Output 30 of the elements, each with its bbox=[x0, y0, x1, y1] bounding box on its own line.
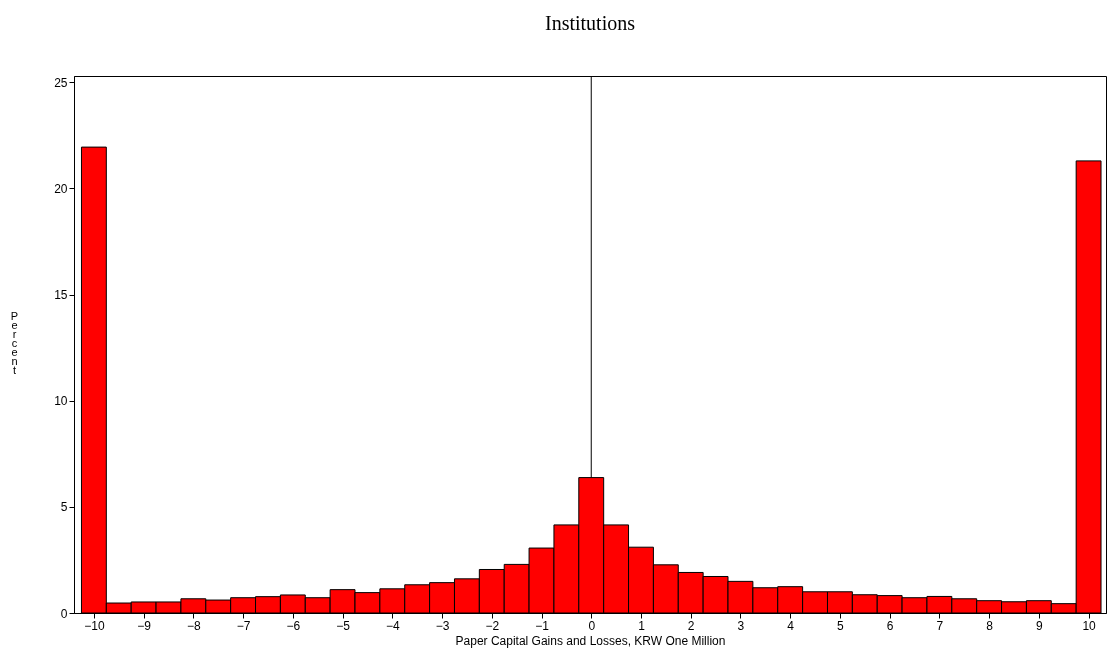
y-tick-label: 10 bbox=[54, 394, 68, 409]
x-tick-label: 5 bbox=[837, 618, 845, 633]
x-tick-label: 3 bbox=[737, 618, 745, 633]
y-tick-label: 20 bbox=[54, 181, 68, 196]
y-tick-label: 25 bbox=[54, 75, 68, 90]
x-tick-label: −7 bbox=[236, 618, 251, 633]
x-tick-label: 7 bbox=[936, 618, 944, 633]
y-tick-label: 0 bbox=[60, 606, 68, 621]
x-tick-label: −2 bbox=[485, 618, 500, 633]
x-tick-label: −9 bbox=[137, 618, 152, 633]
x-tick-label: 10 bbox=[1082, 618, 1097, 633]
x-tick-label: −6 bbox=[286, 618, 301, 633]
x-tick-label: −8 bbox=[187, 618, 202, 633]
x-tick-label: −3 bbox=[435, 618, 450, 633]
x-tick-label: −4 bbox=[385, 618, 400, 633]
y-axis-title: Percent bbox=[10, 309, 19, 376]
x-tick-label: −1 bbox=[535, 618, 550, 633]
x-tick-label: 1 bbox=[638, 618, 646, 633]
y-tick-label: 15 bbox=[54, 288, 68, 303]
x-tick-label: 0 bbox=[588, 618, 596, 633]
x-tick-label: −10 bbox=[84, 618, 105, 633]
x-axis-title: Paper Capital Gains and Losses, KRW One Million bbox=[455, 633, 726, 648]
x-tick-label: 8 bbox=[986, 618, 994, 633]
x-tick-label: −5 bbox=[336, 618, 351, 633]
x-tick-label: 4 bbox=[787, 618, 795, 633]
chart-title: Institutions bbox=[544, 11, 636, 34]
x-tick-label: 6 bbox=[886, 618, 894, 633]
x-tick-label: 2 bbox=[687, 618, 695, 633]
x-tick-label: 9 bbox=[1036, 618, 1044, 633]
y-tick-label: 5 bbox=[60, 500, 68, 515]
